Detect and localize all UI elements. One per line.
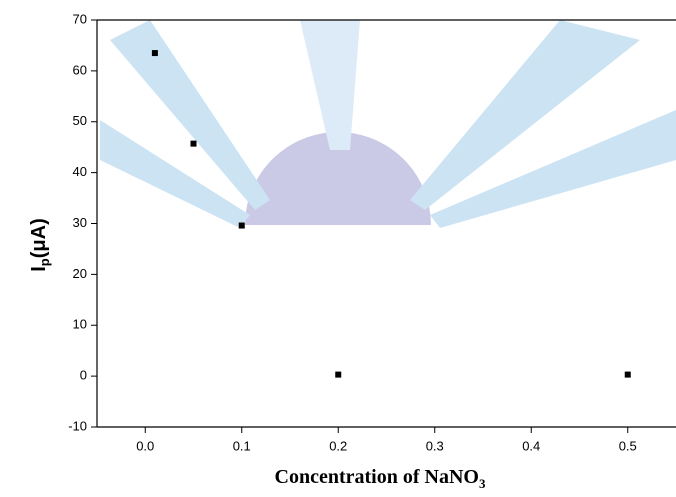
point: [624, 371, 631, 378]
x-tick-label: 0.1: [233, 438, 251, 453]
y-tick-label: 70: [73, 11, 87, 26]
y-tick-label: 50: [73, 113, 87, 128]
y-tick-label: 0: [80, 368, 87, 383]
y-tick-label: 20: [73, 266, 87, 281]
y-tick-label: 30: [73, 215, 87, 230]
y-tick-label: 40: [73, 164, 87, 179]
y-axis-title: Ip(μA): [28, 218, 52, 272]
y-tick-label: 60: [73, 62, 87, 77]
x-axis-title: Concentration of NaNO3: [275, 466, 486, 491]
y-axis-title-main: I: [28, 266, 50, 272]
point: [335, 371, 342, 378]
y-axis-title-rest: (μA): [28, 218, 50, 258]
point: [151, 50, 158, 57]
x-tick-label: 0.5: [619, 438, 637, 453]
x-tick-label: 0.0: [136, 438, 154, 453]
y-tick-label: 10: [73, 317, 87, 332]
watermark: [100, 20, 676, 228]
y-axis-title-sub: p: [37, 258, 52, 266]
point: [238, 222, 245, 229]
point: [190, 140, 197, 147]
x-axis-title-sub: 3: [479, 476, 486, 491]
x-tick-label: 0.3: [426, 438, 444, 453]
x-axis-title-main: Concentration of NaNO: [275, 466, 479, 488]
x-tick-label: 0.2: [329, 438, 347, 453]
x-tick-label: 0.4: [522, 438, 540, 453]
y-tick-label: -10: [68, 418, 87, 433]
